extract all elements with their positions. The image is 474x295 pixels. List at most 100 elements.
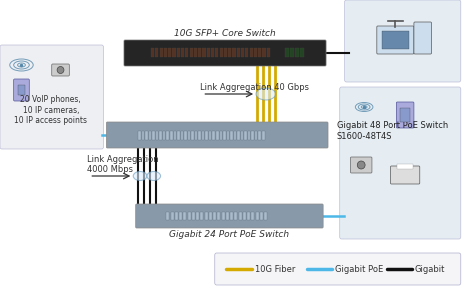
Bar <box>151 48 154 57</box>
Bar <box>213 212 216 220</box>
Text: 10G SFP+ Core Switch: 10G SFP+ Core Switch <box>174 29 276 38</box>
Text: Gigabit: Gigabit <box>415 265 445 273</box>
Bar <box>246 48 248 57</box>
Bar <box>181 131 183 140</box>
Bar <box>260 212 263 220</box>
Ellipse shape <box>357 161 365 169</box>
Bar <box>251 212 255 220</box>
Bar <box>251 131 254 140</box>
Bar <box>209 131 211 140</box>
Bar <box>222 212 225 220</box>
Bar <box>248 131 250 140</box>
Bar <box>255 212 259 220</box>
Bar <box>183 212 186 220</box>
Bar <box>241 131 243 140</box>
Bar <box>152 131 155 140</box>
Bar <box>209 212 212 220</box>
FancyBboxPatch shape <box>396 102 414 128</box>
Bar <box>300 48 304 57</box>
Bar <box>254 48 257 57</box>
FancyBboxPatch shape <box>391 166 420 184</box>
Bar <box>194 48 197 57</box>
FancyBboxPatch shape <box>414 22 431 54</box>
Bar <box>258 131 261 140</box>
Bar <box>230 212 233 220</box>
Bar <box>255 131 257 140</box>
Bar <box>156 131 158 140</box>
Ellipse shape <box>147 171 161 181</box>
Bar <box>173 48 175 57</box>
Ellipse shape <box>133 171 147 181</box>
FancyBboxPatch shape <box>14 79 29 101</box>
Bar <box>285 48 289 57</box>
Bar <box>191 131 194 140</box>
FancyBboxPatch shape <box>345 0 461 82</box>
Bar <box>192 212 195 220</box>
Bar <box>198 131 201 140</box>
Bar <box>228 48 231 57</box>
Bar <box>164 48 167 57</box>
Bar <box>215 48 219 57</box>
Bar <box>205 131 208 140</box>
Ellipse shape <box>57 66 64 73</box>
Bar <box>205 212 208 220</box>
Bar <box>237 131 240 140</box>
Bar <box>400 108 410 122</box>
Bar <box>295 48 299 57</box>
Bar <box>18 85 26 95</box>
Bar <box>168 48 171 57</box>
Bar <box>258 48 261 57</box>
Bar <box>195 131 197 140</box>
Text: Gigabit 24 Port PoE Switch: Gigabit 24 Port PoE Switch <box>169 230 290 239</box>
Bar <box>188 131 190 140</box>
Bar <box>243 212 246 220</box>
Bar <box>241 48 244 57</box>
FancyBboxPatch shape <box>350 157 372 173</box>
Bar <box>159 131 162 140</box>
Bar <box>238 212 242 220</box>
Text: Gigabit 48 Port PoE Switch
S1600-48T4S: Gigabit 48 Port PoE Switch S1600-48T4S <box>337 121 448 141</box>
Bar <box>177 131 180 140</box>
Bar <box>163 131 165 140</box>
Bar <box>263 48 265 57</box>
Bar <box>173 131 176 140</box>
Bar <box>207 48 210 57</box>
Bar <box>202 131 204 140</box>
Bar <box>196 212 199 220</box>
Bar <box>230 131 233 140</box>
Bar <box>212 131 215 140</box>
Bar <box>177 48 180 57</box>
Bar <box>264 212 267 220</box>
Bar <box>267 48 270 57</box>
Bar <box>181 48 184 57</box>
FancyBboxPatch shape <box>377 26 414 54</box>
Bar <box>226 212 229 220</box>
FancyBboxPatch shape <box>52 64 69 76</box>
Text: Link Aggregation 40 Gbps: Link Aggregation 40 Gbps <box>201 83 310 92</box>
Ellipse shape <box>256 88 275 100</box>
Bar <box>175 212 178 220</box>
Bar <box>160 48 163 57</box>
FancyBboxPatch shape <box>106 122 328 148</box>
Bar <box>262 131 264 140</box>
Bar <box>244 131 247 140</box>
Bar <box>190 48 192 57</box>
FancyBboxPatch shape <box>136 204 323 228</box>
Bar <box>155 48 158 57</box>
Bar <box>198 48 201 57</box>
Bar <box>247 212 250 220</box>
Bar <box>149 131 151 140</box>
Bar <box>184 131 187 140</box>
FancyBboxPatch shape <box>0 45 103 149</box>
Bar <box>290 48 294 57</box>
Bar <box>138 131 141 140</box>
Bar <box>250 48 253 57</box>
Text: Link Aggregation
4000 Mbps: Link Aggregation 4000 Mbps <box>87 155 159 174</box>
Bar <box>234 212 237 220</box>
Bar <box>219 131 222 140</box>
Bar <box>234 131 236 140</box>
FancyBboxPatch shape <box>215 253 461 285</box>
Bar <box>201 212 203 220</box>
Bar <box>170 131 173 140</box>
Bar <box>216 131 219 140</box>
